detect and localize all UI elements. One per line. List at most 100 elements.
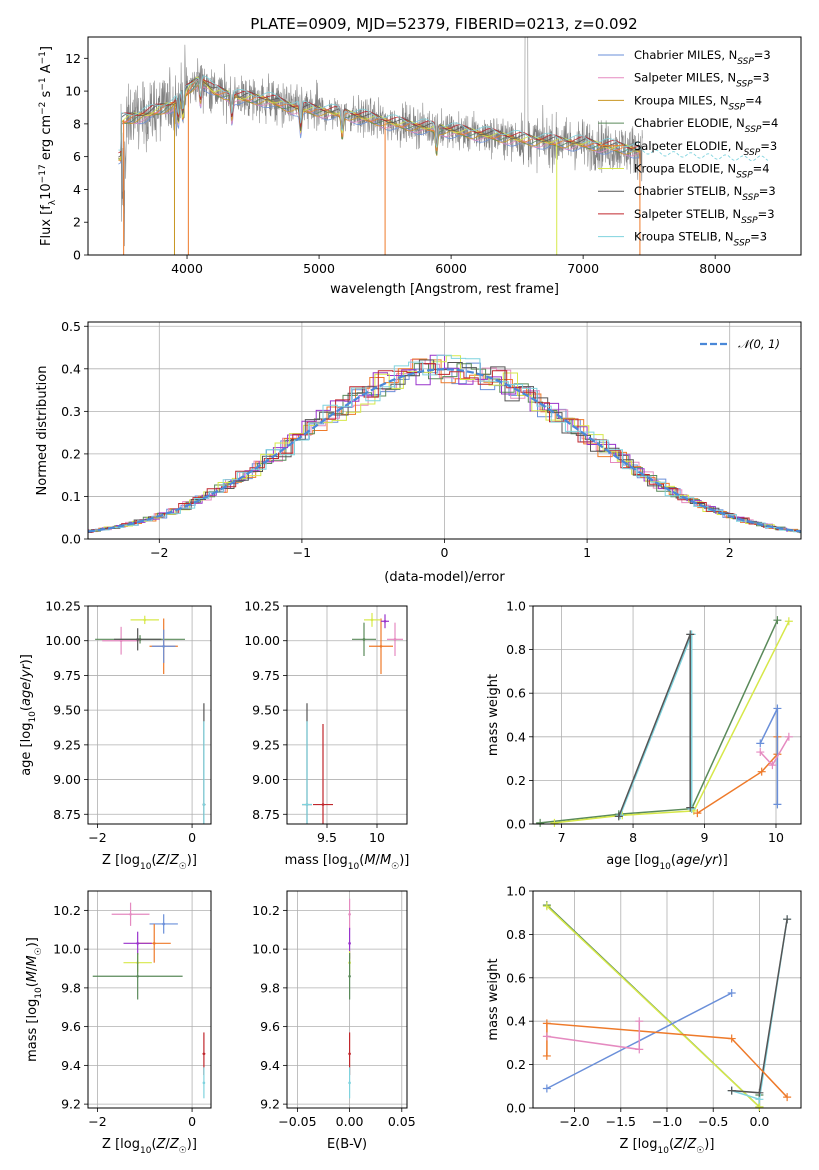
y-tick-label: 0 xyxy=(73,248,81,263)
y-tick-label: 9.4 xyxy=(61,1058,81,1073)
plus-marker xyxy=(773,616,782,625)
data-point xyxy=(348,1081,351,1085)
observed-spectrum-line xyxy=(120,37,643,247)
y-tick-label: 1.0 xyxy=(506,884,526,899)
x-tick-label: 7 xyxy=(558,830,566,845)
x-tick-label: −1.5 xyxy=(606,1114,636,1129)
plus-marker xyxy=(536,818,545,827)
data-point xyxy=(136,974,139,978)
legend-entry-label: 𝒩(0, 1) xyxy=(738,337,780,351)
y-tick-label: 9.75 xyxy=(252,668,280,683)
plus-marker xyxy=(686,803,695,812)
y-tick-label: 9.2 xyxy=(61,1097,81,1112)
plus-marker xyxy=(686,630,695,639)
model-spectrum-line xyxy=(118,77,640,162)
plus-marker xyxy=(614,812,623,821)
x-tick-label: 0 xyxy=(188,830,196,845)
spectrum-legend: Chabrier MILES, NSSP=3 Salpeter MILES, NS… xyxy=(598,48,778,249)
y-tick-label: 9.2 xyxy=(260,1097,280,1112)
y-tick-label: 0.0 xyxy=(506,817,526,832)
mass-vs-Z-plot-area xyxy=(92,902,206,1099)
y-tick-label: 0.2 xyxy=(506,773,526,788)
data-point xyxy=(393,638,397,641)
plus-marker xyxy=(727,1034,736,1043)
legend-entry-label: Kroupa MILES, NSSP=4 xyxy=(634,93,762,112)
plus-marker xyxy=(756,748,765,757)
data-point xyxy=(129,912,132,916)
y-tick-label: 8 xyxy=(73,116,81,131)
plus-marker xyxy=(784,617,793,626)
x-tick-label: 9.5 xyxy=(317,830,337,845)
data-point xyxy=(321,803,325,806)
y-tick-label: 12 xyxy=(65,51,81,66)
x-tick-label: −0.05 xyxy=(278,1114,316,1129)
residuals-plot-area xyxy=(88,354,801,534)
spectrum-ylabel: Flux [fλ10−17 erg cm−2 s−1 A−1] xyxy=(38,46,58,246)
x-tick-label: 7000 xyxy=(567,261,599,276)
plus-marker xyxy=(693,809,702,818)
legend-entry-label: Chabrier STELIB, NSSP=3 xyxy=(634,184,776,203)
x-tick-label: 10 xyxy=(369,830,385,845)
mass-vs-Z-axes: −2 0 9.2 9.4 9.6 9.8 10.0 10.2 xyxy=(53,891,211,1129)
residuals-ylabel: Normed distribution xyxy=(35,366,50,496)
mass-vs-EBV-frame xyxy=(286,890,408,1109)
y-tick-label: 0.5 xyxy=(61,319,81,334)
y-tick-label: 10.00 xyxy=(244,633,280,648)
data-point xyxy=(305,803,309,806)
plus-marker xyxy=(784,732,793,741)
plus-marker xyxy=(687,804,696,813)
y-tick-label: 9.00 xyxy=(53,772,81,787)
y-tick-label: 0.4 xyxy=(61,361,81,376)
y-tick-label: 8.75 xyxy=(252,807,280,822)
plus-marker xyxy=(542,1051,551,1060)
age-vs-mass-plot-area xyxy=(302,612,403,824)
y-tick-label: 10 xyxy=(65,84,81,99)
data-point xyxy=(383,619,387,623)
data-point xyxy=(202,803,206,806)
y-tick-label: 0.6 xyxy=(506,686,526,701)
x-tick-label: −0.5 xyxy=(698,1114,728,1129)
y-tick-label: 0.2 xyxy=(61,446,81,461)
residuals-frame xyxy=(87,321,802,540)
y-tick-label: 9.4 xyxy=(260,1058,280,1073)
x-tick-label: −1 xyxy=(293,545,311,560)
mass-vs-EBV-plot-area xyxy=(348,898,351,1099)
model-spectrum-tail xyxy=(582,141,769,162)
plus-marker xyxy=(727,1086,736,1095)
data-point xyxy=(348,1052,351,1056)
legend-entry-label: Salpeter ELODIE, NSSP=3 xyxy=(634,139,777,158)
mass-weight-line xyxy=(546,905,760,1108)
y-tick-label: 10.25 xyxy=(244,599,280,614)
massweight-vs-Z-ylabel: mass weight xyxy=(486,958,501,1040)
spectrum-frame xyxy=(87,36,802,256)
age-vs-mass-frame xyxy=(286,605,408,825)
y-tick-label: 0.0 xyxy=(506,1101,526,1116)
massweight-vs-age-ylabel: mass weight xyxy=(486,674,501,756)
x-tick-label: −1.0 xyxy=(652,1114,682,1129)
x-tick-label: −2 xyxy=(88,1114,106,1129)
y-tick-label: 10.25 xyxy=(45,599,81,614)
plus-marker xyxy=(542,1019,551,1028)
mass-vs-Z-ylabel: mass [log10(M/M☉)] xyxy=(25,937,44,1062)
legend-entry-label: Kroupa STELIB, NSSP=3 xyxy=(634,230,767,249)
y-tick-label: 6 xyxy=(73,149,81,164)
data-point xyxy=(162,644,165,648)
y-tick-label: 0.2 xyxy=(506,1057,526,1072)
y-tick-label: 8.75 xyxy=(53,807,81,822)
spectrum-xlabel: wavelength [Angstrom, rest frame] xyxy=(330,282,559,297)
data-point xyxy=(202,1081,206,1085)
y-tick-label: 10.2 xyxy=(252,903,280,918)
y-tick-label: 9.8 xyxy=(61,980,81,995)
massweight-vs-Z-frame xyxy=(532,890,802,1109)
legend-entry-label: Chabrier ELODIE, NSSP=4 xyxy=(634,116,778,135)
y-tick-label: 10.0 xyxy=(53,942,81,957)
plus-marker xyxy=(727,988,736,997)
y-tick-label: 9.75 xyxy=(53,668,81,683)
data-point xyxy=(348,912,351,916)
y-tick-label: 1.0 xyxy=(506,599,526,614)
x-tick-label: 10 xyxy=(768,830,784,845)
mass-vs-Z-frame xyxy=(87,890,212,1109)
plus-marker xyxy=(542,1032,551,1041)
figure-title: PLATE=0909, MJD=52379, FIBERID=0213, z=0… xyxy=(250,15,637,33)
y-tick-label: 0.0 xyxy=(61,532,81,547)
